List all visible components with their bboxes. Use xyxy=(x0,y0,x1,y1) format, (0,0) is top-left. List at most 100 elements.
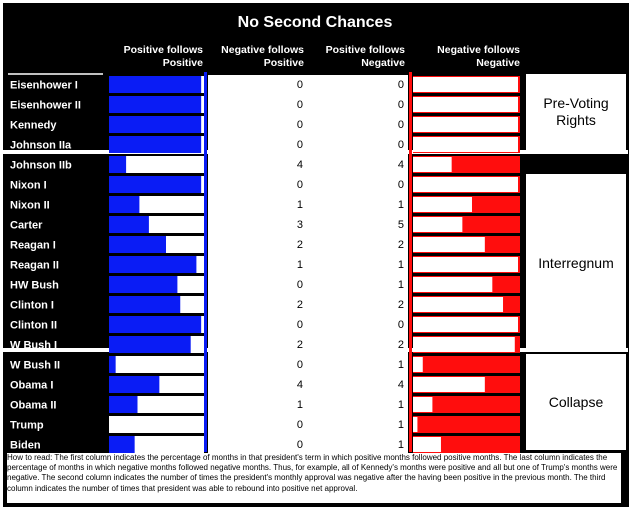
number-cell xyxy=(208,315,408,335)
number-cell xyxy=(208,295,408,315)
negative-remainder xyxy=(413,277,493,292)
positive-bar xyxy=(109,436,135,453)
positive-bar xyxy=(109,316,202,333)
neg-follows-pos-value: 2 xyxy=(297,239,303,251)
pos-follows-neg-value: 2 xyxy=(398,239,404,251)
pos-follows-neg-value: 1 xyxy=(398,199,404,211)
negative-remainder xyxy=(413,297,504,312)
neg-follows-pos-value: 4 xyxy=(297,159,303,171)
pos-follows-neg-value: 2 xyxy=(398,339,404,351)
positive-bar xyxy=(109,296,181,313)
positive-bar xyxy=(109,116,202,133)
number-cell xyxy=(208,275,408,295)
positive-cell xyxy=(109,356,204,373)
row-label: Clinton I xyxy=(10,300,54,312)
row-label: Trump xyxy=(10,420,44,432)
group-label: Collapse xyxy=(549,394,604,410)
negative-remainder xyxy=(413,237,485,252)
column-header-positive-follows-positive: Positive follows Positive xyxy=(123,44,203,69)
pos-follows-neg-value: 5 xyxy=(398,219,404,231)
negative-remainder xyxy=(413,217,463,232)
negative-remainder xyxy=(413,137,518,152)
neg-follows-pos-value: 0 xyxy=(297,279,303,291)
row-label: Obama II xyxy=(10,400,56,412)
group-label: Interregnum xyxy=(538,255,613,271)
negative-remainder xyxy=(413,197,472,212)
number-cell xyxy=(208,75,408,95)
row-label: Nixon II xyxy=(10,200,50,212)
row-label: Johnson IIa xyxy=(10,140,72,152)
pos-follows-neg-value: 1 xyxy=(398,259,404,271)
neg-follows-pos-value: 0 xyxy=(297,79,303,91)
negative-remainder xyxy=(413,157,452,172)
neg-follows-pos-value: 2 xyxy=(297,339,303,351)
negative-remainder xyxy=(413,417,418,432)
positive-bar xyxy=(109,216,149,233)
pos-follows-neg-value: 0 xyxy=(398,99,404,111)
neg-follows-pos-value: 0 xyxy=(297,139,303,151)
row-label: Eisenhower I xyxy=(10,80,78,92)
positive-bar xyxy=(109,376,160,393)
positive-cell xyxy=(109,416,204,433)
negative-remainder xyxy=(413,177,518,192)
neg-follows-pos-value: 4 xyxy=(297,379,303,391)
pos-follows-neg-value: 1 xyxy=(398,399,404,411)
positive-bar xyxy=(109,236,166,253)
positive-axis-line xyxy=(204,72,207,452)
row-label: W Bush II xyxy=(10,360,60,372)
positive-bar xyxy=(109,176,202,193)
number-cell xyxy=(208,235,408,255)
row-label: Clinton II xyxy=(10,320,57,332)
number-cell xyxy=(208,395,408,415)
column-header-positive-follows-negative: Positive follows Negative xyxy=(325,44,405,69)
pos-follows-neg-value: 1 xyxy=(398,279,404,291)
neg-follows-pos-value: 0 xyxy=(297,179,303,191)
positive-cell xyxy=(109,156,204,173)
pos-follows-neg-value: 4 xyxy=(398,379,404,391)
neg-follows-pos-value: 0 xyxy=(297,119,303,131)
row-label: HW Bush xyxy=(10,280,59,292)
group-box-3 xyxy=(526,354,626,450)
row-label: Reagan II xyxy=(10,260,59,272)
pos-follows-neg-value: 1 xyxy=(398,359,404,371)
positive-bar xyxy=(109,76,202,93)
positive-bar xyxy=(109,256,197,273)
negative-remainder xyxy=(413,397,433,412)
negative-remainder xyxy=(413,97,518,112)
pos-follows-neg-value: 0 xyxy=(398,79,404,91)
number-cell xyxy=(208,195,408,215)
pos-follows-neg-value: 0 xyxy=(398,319,404,331)
neg-follows-pos-value: 0 xyxy=(297,319,303,331)
pos-follows-neg-value: 4 xyxy=(398,159,404,171)
positive-bar xyxy=(109,396,138,413)
pos-follows-neg-value: 0 xyxy=(398,119,404,131)
positive-bar xyxy=(109,356,116,373)
group-box-1 xyxy=(526,74,626,152)
negative-remainder xyxy=(413,257,518,272)
neg-follows-pos-value: 0 xyxy=(297,359,303,371)
neg-follows-pos-value: 1 xyxy=(297,259,303,271)
number-cell xyxy=(208,95,408,115)
row-label: Reagan I xyxy=(10,240,56,252)
positive-bar xyxy=(109,136,202,153)
pos-follows-neg-value: 0 xyxy=(398,179,404,191)
negative-remainder xyxy=(413,117,518,132)
row-label: Obama I xyxy=(10,380,53,392)
pos-follows-neg-value: 1 xyxy=(398,439,404,451)
row-label: Carter xyxy=(10,220,43,232)
positive-bar xyxy=(109,196,140,213)
number-cell xyxy=(208,255,408,275)
reading-note: How to read: The first column indicates … xyxy=(7,453,621,503)
number-cell xyxy=(208,215,408,235)
number-cell xyxy=(208,135,408,155)
positive-bar xyxy=(109,276,178,293)
neg-follows-pos-value: 3 xyxy=(297,219,303,231)
pos-follows-neg-value: 0 xyxy=(398,139,404,151)
pos-follows-neg-value: 1 xyxy=(398,419,404,431)
neg-follows-pos-value: 1 xyxy=(297,199,303,211)
positive-bar xyxy=(109,156,127,173)
column-header-negative-follows-negative: Negative follows Negative xyxy=(437,44,520,69)
negative-remainder xyxy=(413,377,485,392)
number-cell xyxy=(208,175,408,195)
